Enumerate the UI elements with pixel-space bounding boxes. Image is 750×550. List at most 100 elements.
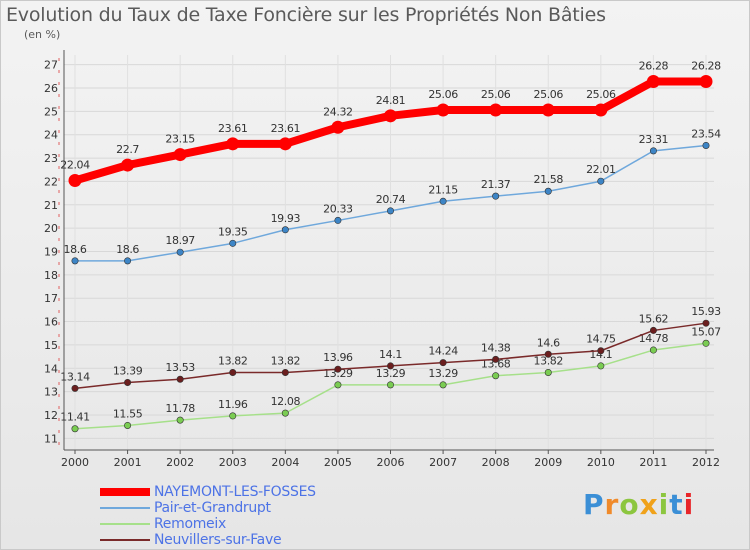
legend-item: Pair-et-Grandrupt: [100, 500, 400, 516]
legend-swatch: [100, 539, 150, 541]
x-tick-label: 2004: [271, 456, 299, 469]
data-label: 15.62: [639, 312, 669, 325]
x-tick-label: 2009: [534, 456, 562, 469]
data-point: [124, 257, 132, 265]
x-tick-label: 2011: [639, 456, 667, 469]
data-point: [544, 368, 552, 376]
data-label: 13.68: [481, 358, 511, 371]
data-label: 14.1: [379, 348, 402, 361]
x-tick-label: 2002: [166, 456, 194, 469]
data-label: 11.96: [218, 398, 248, 411]
data-point: [384, 109, 397, 123]
data-label: 11.78: [165, 402, 195, 415]
data-point: [121, 158, 135, 172]
y-tick-label: 16: [44, 316, 58, 329]
data-point: [229, 239, 237, 247]
data-point: [699, 74, 713, 88]
data-label: 18.6: [64, 243, 87, 256]
data-point: [278, 137, 292, 151]
data-label: 13.29: [376, 367, 406, 380]
data-label: 23.31: [639, 133, 669, 146]
x-tick-label: 2005: [324, 456, 352, 469]
data-point: [649, 326, 657, 334]
data-label: 14.38: [481, 341, 511, 354]
data-point: [386, 207, 394, 215]
data-point: [436, 103, 450, 117]
data-label: 13.39: [113, 365, 143, 378]
legend-label: Neuvillers-sur-Fave: [154, 532, 282, 548]
data-label: 23.15: [165, 133, 195, 146]
data-point: [124, 379, 132, 387]
data-label: 24.32: [323, 105, 353, 118]
x-tick-label: 2012: [692, 456, 720, 469]
unit-label: (en %): [24, 28, 61, 41]
data-point: [649, 147, 657, 155]
data-label: 25.06: [481, 88, 511, 101]
data-point: [597, 362, 605, 370]
logo-letter: i: [683, 488, 695, 521]
y-tick-label: 27: [44, 59, 58, 72]
data-label: 26.28: [691, 59, 721, 72]
data-point: [334, 216, 342, 224]
data-label: 15.93: [691, 305, 721, 318]
data-point: [492, 192, 500, 200]
data-label: 13.53: [165, 361, 195, 374]
data-point: [541, 103, 555, 117]
data-label: 14.78: [639, 332, 669, 345]
data-point: [229, 368, 237, 376]
x-tick-label: 2003: [219, 456, 247, 469]
data-label: 22.7: [116, 143, 139, 156]
data-label: 12.08: [271, 395, 301, 408]
data-point: [594, 103, 608, 117]
data-label: 23.54: [691, 127, 721, 140]
data-label: 13.82: [218, 354, 248, 367]
y-tick-label: 11: [44, 432, 58, 445]
logo-letter: o: [619, 488, 640, 521]
data-point: [226, 137, 240, 151]
y-tick-label: 25: [44, 105, 58, 118]
legend-label: NAYEMONT-LES-FOSSES: [154, 484, 316, 500]
legend-label: Pair-et-Grandrupt: [154, 500, 271, 516]
data-point: [702, 141, 710, 149]
logo-letter: x: [639, 488, 659, 521]
y-tick-label: 15: [44, 339, 58, 352]
data-label: 19.35: [218, 225, 248, 238]
data-label: 18.97: [165, 234, 195, 247]
x-tick-label: 2008: [482, 456, 510, 469]
data-point: [597, 347, 605, 355]
data-point: [176, 416, 184, 424]
y-tick-label: 22: [44, 175, 58, 188]
data-label: 13.82: [271, 354, 301, 367]
data-label: 21.15: [428, 183, 458, 196]
data-point: [439, 359, 447, 367]
data-label: 23.61: [218, 122, 248, 135]
y-tick-label: 26: [44, 82, 58, 95]
data-label: 13.96: [323, 351, 353, 364]
proxiti-logo: Proxiti: [583, 488, 694, 521]
legend-item: Remomeix: [100, 516, 400, 532]
data-label: 22.01: [586, 163, 616, 176]
legend-item: Neuvillers-sur-Fave: [100, 532, 400, 548]
data-point: [492, 355, 500, 363]
data-point: [386, 362, 394, 370]
x-tick-label: 2007: [429, 456, 457, 469]
y-tick-label: 14: [44, 362, 58, 375]
data-point: [386, 381, 394, 389]
data-point: [544, 187, 552, 195]
data-label: 25.06: [534, 88, 564, 101]
data-label: 13.14: [60, 370, 90, 383]
data-point: [544, 350, 552, 358]
data-point: [331, 120, 345, 134]
data-label: 25.06: [428, 88, 458, 101]
data-point: [334, 381, 342, 389]
data-point: [281, 409, 289, 417]
data-point: [489, 103, 503, 117]
data-label: 25.06: [586, 88, 616, 101]
data-label: 14.24: [428, 345, 458, 358]
data-point: [71, 384, 79, 392]
legend-swatch: [100, 523, 150, 525]
data-label: 23.61: [271, 122, 301, 135]
chart-title: Evolution du Taux de Taxe Foncière sur l…: [6, 4, 606, 26]
legend-label: Remomeix: [154, 516, 226, 532]
